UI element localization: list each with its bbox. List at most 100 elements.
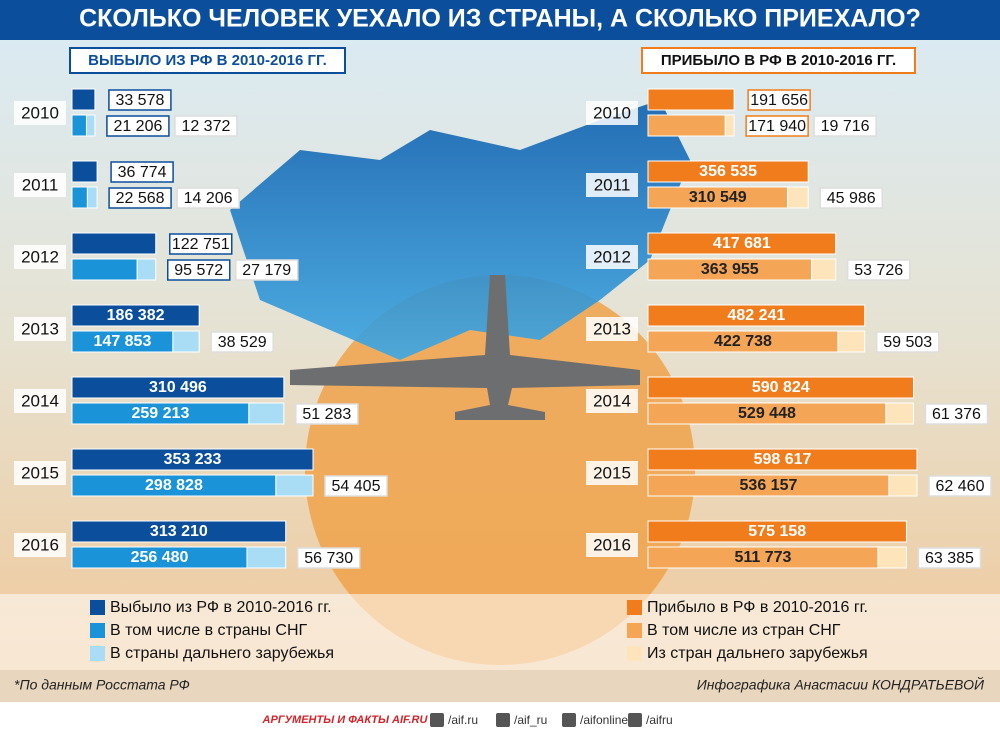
bar-total [647,376,914,399]
value-label: 511 773 [735,549,792,566]
subtitle-box [641,47,916,74]
social-link: /aifru [646,713,673,727]
bar-total [71,160,98,183]
year-label: 2014 [21,391,59,410]
value-box [745,115,809,137]
bar-cis [71,186,88,209]
value-label: 27 179 [242,262,291,279]
value-label: 59 503 [883,334,932,351]
value-label: 95 572 [174,262,223,279]
legend-swatch [90,646,105,661]
bar-total [71,520,287,543]
bar-total [647,520,907,543]
value-box [176,187,240,209]
bar-far [724,114,735,137]
value-box [174,115,238,137]
social-icon [628,713,642,727]
value-label: 19 716 [821,118,870,135]
year-box [586,245,638,269]
value-box [813,115,877,137]
value-label: 62 460 [936,478,985,495]
value-label: 313 210 [150,523,208,540]
bar-far [888,474,918,497]
legend-label: В том числе из стран СНГ [647,622,841,639]
year-label: 2012 [593,247,631,266]
social-icon [430,713,444,727]
legend-swatch [90,623,105,638]
year-label: 2010 [21,103,59,122]
bar-far [246,546,287,569]
legend-label: В том числе в страны СНГ [110,622,308,639]
bar-total [71,232,157,255]
value-label: 363 955 [701,261,759,278]
social-icon [496,713,510,727]
value-label: 256 480 [131,549,189,566]
bar-far [136,258,157,281]
year-label: 2014 [593,391,631,410]
value-box [917,547,982,569]
bar-far [248,402,285,425]
year-box [586,173,638,197]
value-label: 45 986 [827,190,876,207]
legend-label: В страны дальнего зарубежья [110,645,334,662]
value-label: 310 549 [689,189,747,206]
social-link: /aifonline [580,713,628,727]
bar-far [275,474,314,497]
value-box [210,331,274,353]
title: СКОЛЬКО ЧЕЛОВЕК УЕХАЛО ИЗ СТРАНЫ, А СКОЛ… [79,5,921,33]
title-bar [0,0,1000,40]
year-box [14,317,66,341]
value-box [168,233,233,255]
value-label: 482 241 [727,307,785,324]
value-label: 54 405 [332,478,381,495]
value-label: 575 158 [748,523,806,540]
bar-far [172,330,200,353]
value-box [296,547,361,569]
year-label: 2011 [22,175,59,194]
value-box [108,89,172,111]
value-box [747,89,811,111]
value-box [110,161,174,183]
year-box [14,245,66,269]
year-label: 2012 [21,247,59,266]
value-label: 186 382 [107,307,165,324]
value-label: 122 751 [172,236,230,253]
year-box [14,101,66,125]
value-box [819,187,883,209]
bar-total [71,88,96,111]
footer-bar [0,670,1000,702]
bar-far [86,186,98,209]
year-box [14,389,66,413]
year-label: 2011 [594,175,631,194]
year-label: 2010 [593,103,631,122]
bar-cis [647,114,726,137]
logo: АРГУМЕНТЫ И ФАКТЫ AIF.RU [262,714,429,726]
value-box [295,403,359,425]
map [230,100,690,360]
legend-label: Прибыло в РФ в 2010-2016 гг. [647,599,868,616]
value-label: 590 824 [752,379,810,396]
value-box [166,259,231,281]
value-label: 36 774 [118,164,167,181]
subtitle: ПРИБЫЛО В РФ В 2010-2016 ГГ. [661,52,896,69]
bar-far [837,330,866,353]
bar-total [71,376,285,399]
value-label: 53 726 [854,262,903,279]
value-label: 14 206 [184,190,233,207]
legend-swatch [627,646,642,661]
year-box [14,533,66,557]
year-label: 2016 [593,535,631,554]
value-box [108,187,172,209]
credit: Инфографика Анастасии КОНДРАТЬЕВОЙ [697,676,985,693]
value-box [846,259,911,281]
value-box [106,115,170,137]
value-label: 147 853 [94,333,152,350]
bar-total [647,160,809,183]
legend-swatch [90,600,105,615]
social-link: /aif.ru [448,713,478,727]
value-label: 356 535 [699,163,757,180]
year-box [14,173,66,197]
value-label: 353 233 [164,451,222,468]
bar-far [877,546,907,569]
